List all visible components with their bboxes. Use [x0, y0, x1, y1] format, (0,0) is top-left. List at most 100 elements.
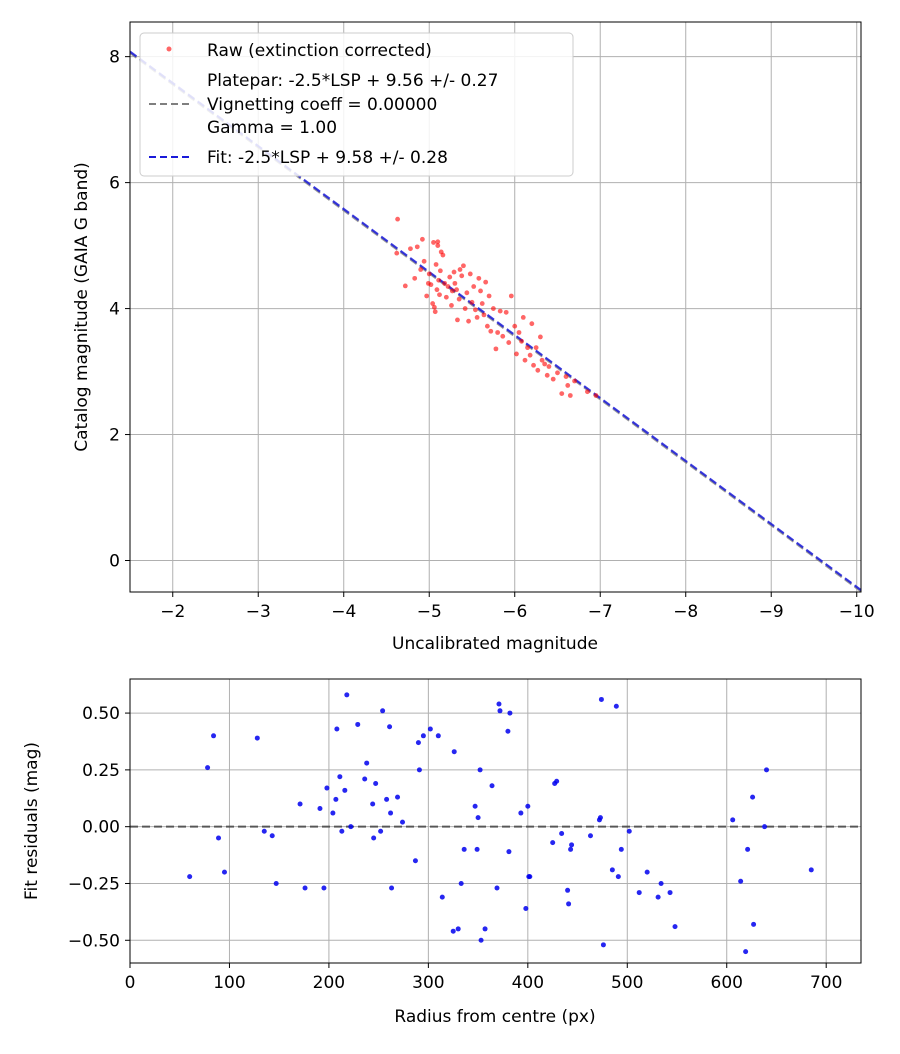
raw-point [424, 293, 430, 299]
residual-point [658, 880, 664, 886]
residual-point [609, 867, 615, 873]
raw-point [486, 293, 492, 299]
raw-point [437, 268, 443, 274]
raw-point [452, 280, 458, 286]
residual-point [730, 817, 736, 823]
residual-points [187, 692, 814, 955]
residual-point [355, 721, 361, 727]
raw-point [479, 301, 485, 306]
legend-platepar-label: Platepar: -2.5*LSP + 9.56 +/- 0.27 [207, 71, 498, 91]
residual-point [400, 819, 406, 825]
raw-point [435, 243, 441, 248]
raw-point [531, 362, 536, 368]
residual-point [412, 858, 418, 864]
raw-point [437, 292, 442, 298]
bottom-x-tick-label: 500 [611, 973, 643, 993]
bottom-axes-frame [129, 678, 862, 964]
residual-point [600, 942, 606, 948]
raw-point [476, 275, 482, 281]
residual-point [472, 803, 478, 809]
residual-point [337, 774, 343, 780]
residual-point [507, 710, 513, 716]
residual-point [450, 928, 456, 934]
raw-point [459, 273, 465, 279]
residual-point [371, 835, 377, 841]
raw-point [432, 309, 438, 315]
residual-point [565, 887, 571, 893]
bottom-y-tick-label: 0.50 [82, 704, 120, 724]
raw-point [516, 330, 522, 335]
residual-point [496, 701, 502, 707]
bottom-x-tick-label: 0 [125, 973, 136, 993]
residual-point [489, 783, 495, 789]
bottom-x-tick-label: 400 [512, 973, 544, 993]
raw-point [555, 370, 560, 376]
residual-point [333, 796, 339, 802]
residual-point [644, 869, 650, 875]
raw-point [537, 334, 543, 340]
bottom-y-tick-label: −0.25 [68, 874, 120, 894]
residual-point [380, 708, 386, 714]
residual-point [370, 801, 376, 807]
residual-point [597, 815, 603, 821]
raw-point [478, 288, 483, 294]
raw-point [508, 293, 514, 299]
legend-raw-marker [166, 46, 172, 52]
raw-point [414, 244, 420, 250]
raw-point [428, 282, 434, 288]
top-x-tick-label: −7 [588, 602, 613, 622]
raw-point [546, 364, 552, 369]
raw-point [495, 330, 501, 335]
residual-point [477, 767, 483, 773]
residual-point [554, 778, 560, 784]
residual-point [384, 796, 390, 802]
residual-point [518, 810, 524, 816]
raw-point [445, 284, 451, 289]
top-x-tick-label: −3 [246, 602, 271, 622]
residual-point [566, 901, 572, 907]
raw-point [421, 258, 427, 264]
residual-point [205, 765, 211, 771]
raw-point [544, 372, 550, 378]
residual-point [750, 794, 756, 800]
raw-point [420, 236, 425, 242]
residual-point [559, 830, 565, 836]
top-y-tick-label: 2 [109, 426, 120, 446]
raw-point [539, 357, 545, 363]
raw-point [493, 346, 499, 352]
raw-point [550, 376, 556, 382]
raw-point [535, 367, 541, 373]
raw-point [449, 303, 454, 308]
raw-point [563, 374, 569, 379]
raw-point [567, 393, 573, 398]
residual-point [348, 824, 354, 830]
raw-point [457, 267, 463, 272]
residual-point [388, 810, 394, 816]
raw-point [412, 275, 418, 281]
raw-point [542, 361, 548, 367]
residual-point [389, 885, 395, 891]
top-x-tick-label: −9 [759, 602, 784, 622]
residual-point [451, 749, 457, 755]
top-y-tick-label: 6 [109, 174, 120, 194]
raw-point [462, 306, 468, 311]
raw-point [488, 328, 494, 334]
bottom-y-tick-label: 0.25 [82, 761, 120, 781]
raw-point [394, 250, 400, 256]
raw-point [464, 290, 470, 296]
raw-point [474, 314, 480, 320]
residual-point [598, 696, 604, 702]
residual-point [221, 869, 227, 875]
raw-point [506, 340, 512, 345]
raw-point [431, 304, 437, 310]
residual-point [387, 724, 393, 730]
residual-point [762, 824, 768, 830]
residual-point [482, 926, 488, 932]
raw-point [519, 338, 524, 344]
raw-point [585, 389, 590, 395]
legend-gamma-label: Gamma = 1.00 [207, 118, 337, 138]
raw-point [490, 306, 496, 311]
legend-vignetting-label: Vignetting coeff = 0.00000 [207, 95, 437, 115]
raw-point [514, 351, 519, 357]
top-x-tick-label: −6 [502, 602, 527, 622]
